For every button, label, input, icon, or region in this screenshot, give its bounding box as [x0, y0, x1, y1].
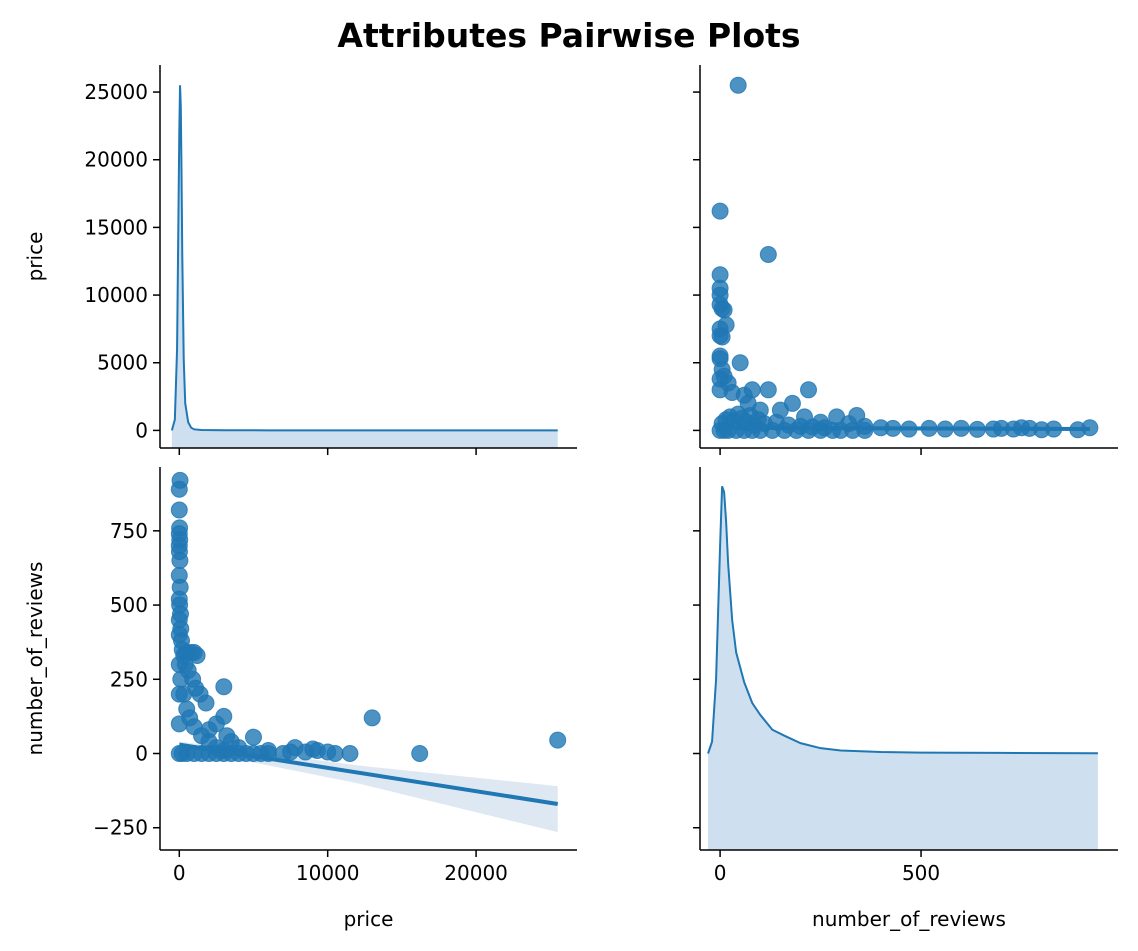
x-tick-label: 0 — [173, 861, 186, 885]
scatter-point — [188, 647, 206, 665]
scatter-point — [711, 202, 729, 220]
panel-price-vs-number_of_reviews — [693, 65, 1118, 455]
x-tick-label: 20000 — [444, 861, 508, 885]
scatter-point — [759, 245, 777, 263]
regression-line — [720, 425, 1090, 432]
scatter-point — [800, 381, 818, 399]
regression-ci-band — [179, 741, 558, 833]
y-tick-label: 250 — [110, 667, 148, 691]
kde-fill — [708, 486, 1098, 850]
scatter-point — [170, 655, 188, 673]
kde-line — [707, 485, 1098, 755]
scatter-point — [549, 731, 567, 749]
x-axis-title: number_of_reviews — [812, 907, 1006, 931]
scatter-point — [170, 685, 188, 703]
scatter-point — [715, 301, 733, 319]
scatter-point — [856, 421, 874, 439]
y-tick-label: 5000 — [97, 351, 148, 375]
y-tick-label: 0 — [135, 742, 148, 766]
y-tick-label: 15000 — [84, 215, 148, 239]
scatter-point — [170, 480, 188, 498]
scatter-point — [731, 354, 749, 372]
scatter-point — [713, 328, 731, 346]
y-tick-label: 10000 — [84, 283, 148, 307]
y-tick-label: 750 — [110, 519, 148, 543]
scatter-point — [341, 745, 359, 763]
panel-number_of_reviews-vs-number_of_reviews: 0 500 number_of_reviews — [693, 467, 1118, 931]
scatter-point — [759, 381, 777, 399]
y-tick-label: 0 — [135, 418, 148, 442]
scatter-point — [363, 709, 381, 727]
scatter-point — [172, 670, 190, 688]
regression-line — [178, 742, 559, 806]
scatter-point — [170, 501, 188, 519]
panel-price-vs-price: 0 5000 10000 15000 20000 25000 price — [23, 65, 577, 455]
x-axis-title: price — [344, 907, 394, 931]
scatter-point — [411, 745, 429, 763]
y-tick-label: 25000 — [84, 80, 148, 104]
scatter-point — [197, 694, 215, 712]
y-tick-label: 20000 — [84, 148, 148, 172]
scatter-point — [171, 552, 189, 570]
scatter-point — [244, 728, 262, 746]
scatter-point — [729, 76, 747, 94]
panel-number_of_reviews-vs-price: −250 0 250 500 750 0 10000 20000 number_of_revie… — [23, 467, 577, 931]
y-axis-title: number_of_reviews — [23, 562, 47, 756]
kde-fill — [171, 85, 558, 448]
panels-group: 0500010000150002000025000price−250025050… — [23, 65, 1118, 931]
y-tick-label: 500 — [110, 593, 148, 617]
kde-line — [170, 85, 558, 432]
scatter-point — [215, 678, 233, 696]
scatter-point — [326, 745, 344, 763]
x-tick-label: 0 — [714, 861, 727, 885]
scatter-point — [170, 715, 188, 733]
y-axis-title: price — [23, 232, 47, 282]
y-tick-label: −250 — [93, 816, 148, 840]
figure-title: Attributes Pairwise Plots — [337, 16, 800, 55]
x-tick-label: 500 — [902, 861, 940, 885]
x-tick-label: 10000 — [296, 861, 360, 885]
